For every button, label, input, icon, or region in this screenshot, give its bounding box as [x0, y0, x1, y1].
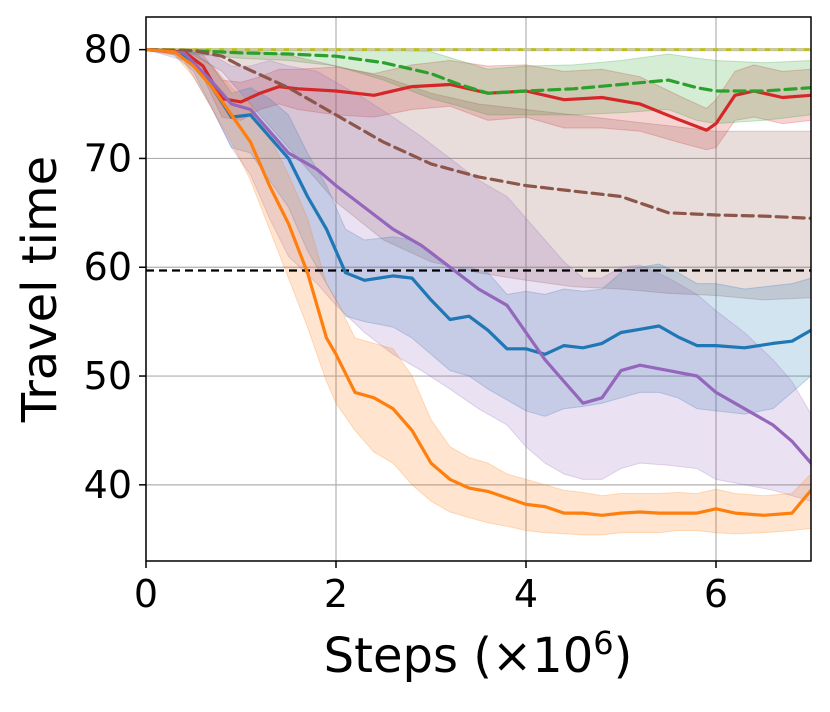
axis-ticks: 0 2 4 6 40 50 60 70 80 — [84, 28, 728, 616]
y-tick-label: 70 — [84, 136, 132, 180]
series-5-band — [146, 49, 811, 502]
series-3-line — [146, 48, 811, 220]
y-tick-label: 40 — [84, 463, 132, 507]
x-axis-label-close: ) — [614, 628, 633, 684]
y-tick-label: 50 — [84, 354, 132, 398]
series-6-line — [146, 48, 811, 517]
plot-frame — [145, 16, 812, 562]
x-tick-label: 4 — [514, 572, 538, 616]
series-6-band — [146, 49, 811, 536]
series-1-band — [146, 49, 811, 151]
x-tick-label: 2 — [324, 572, 348, 616]
confidence-bands — [146, 49, 811, 536]
y-tick-label: 80 — [84, 28, 132, 72]
series-4-band — [146, 49, 811, 417]
x-tick-label: 6 — [704, 572, 728, 616]
series-5-line — [146, 48, 811, 465]
series-4-line — [146, 48, 811, 356]
x-axis-label: Steps (×106) — [324, 624, 633, 684]
series-3-band — [146, 49, 811, 301]
x-tick-label: 0 — [134, 572, 158, 616]
y-axis-label: Travel time — [12, 156, 68, 423]
x-axis-label-exponent: 6 — [593, 624, 613, 662]
reference-lines — [146, 48, 811, 272]
y-tick-label: 60 — [84, 245, 132, 289]
series-2-line — [146, 48, 811, 95]
series-lines — [146, 48, 811, 517]
x-axis-label-main: Steps (×10 — [324, 628, 594, 684]
